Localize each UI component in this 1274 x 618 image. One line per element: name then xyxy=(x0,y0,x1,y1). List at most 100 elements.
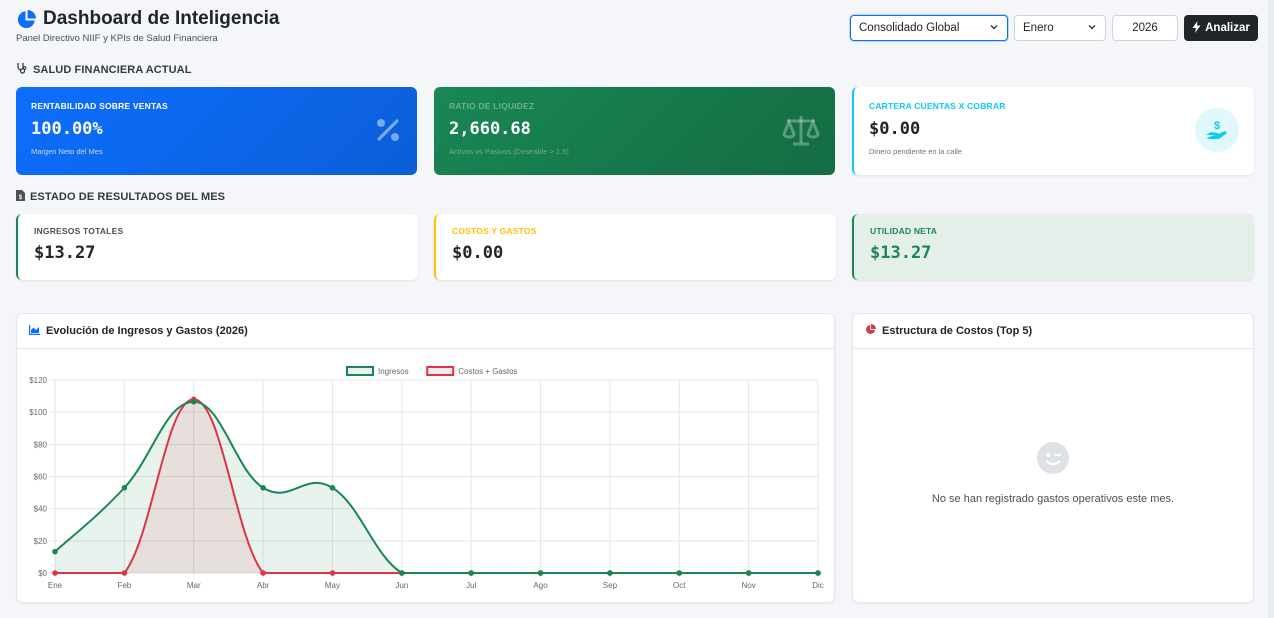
chevron-down-icon xyxy=(989,22,999,35)
costs-label: COSTOS Y GASTOS xyxy=(452,226,537,236)
y-tick-label: $0 xyxy=(38,569,47,578)
net-income-value: $13.27 xyxy=(870,243,932,263)
series-0-point xyxy=(607,570,613,576)
entity-select-value: Consolidado Global xyxy=(859,22,960,34)
evolution-card-header: Evolución de Ingresos y Gastos (2026) xyxy=(17,314,834,349)
legend-label: Ingresos xyxy=(378,367,409,376)
liquidity-label: RATIO DE LIQUIDEZ xyxy=(449,101,535,111)
percent-icon xyxy=(375,117,401,148)
series-0-point xyxy=(815,570,821,576)
svg-text:$: $ xyxy=(1214,120,1220,132)
legend-label: Costos + Gastos xyxy=(458,367,517,376)
income-label: INGRESOS TOTALES xyxy=(34,226,124,236)
x-tick-label: Feb xyxy=(117,581,131,590)
series-0-area xyxy=(55,401,818,573)
x-tick-label: Abr xyxy=(257,581,270,590)
entity-select[interactable]: Consolidado Global xyxy=(850,15,1008,41)
invoice-icon: $ xyxy=(16,190,25,204)
analyze-button-label: Analizar xyxy=(1205,22,1250,34)
page-subtitle: Panel Directivo NIIF y KPIs de Salud Fin… xyxy=(16,33,218,44)
series-0-point xyxy=(329,484,336,491)
series-1-point xyxy=(329,570,336,576)
series-1-point xyxy=(121,570,128,576)
x-tick-label: Jun xyxy=(395,581,408,590)
series-0-point xyxy=(52,548,58,555)
x-tick-label: Ago xyxy=(533,581,548,590)
x-tick-label: Ene xyxy=(48,581,63,590)
empty-state: No se han registrado gastos operativos e… xyxy=(853,442,1253,505)
page-header: Dashboard de Inteligencia Panel Directiv… xyxy=(16,8,1258,48)
series-0-point xyxy=(190,398,197,405)
x-tick-label: Oct xyxy=(673,581,686,590)
liquidity-subtext: Activos vs Pasivos (Deseable > 1.5) xyxy=(449,147,569,156)
evolution-line-chart: $0 $20 $40 $60 $80 $100 $120 Ene Feb Mar Abr May Jun… xyxy=(29,366,824,590)
profitability-card: RENTABILIDAD SOBRE VENTAS 100.00% Margen… xyxy=(16,87,417,175)
liquidity-value: 2,660.68 xyxy=(449,119,531,139)
cost-structure-card: Estructura de Costos (Top 5) No se han r… xyxy=(852,313,1254,603)
health-section-label: SALUD FINANCIERA ACTUAL xyxy=(33,63,192,76)
net-income-label: UTILIDAD NETA xyxy=(870,226,938,236)
receivables-label: CARTERA CUENTAS X COBRAR xyxy=(869,101,1006,111)
net-income-card: UTILIDAD NETA $13.27 xyxy=(852,214,1254,280)
income-value: $13.27 xyxy=(34,243,96,263)
profitability-subtext: Margen Neto del Mes xyxy=(31,147,103,156)
series-0-point xyxy=(260,484,266,491)
series-0-point xyxy=(399,570,405,576)
x-tick-label: Nov xyxy=(742,581,756,590)
y-tick-label: $100 xyxy=(29,408,47,417)
series-1-point xyxy=(52,570,58,576)
pie-chart-icon xyxy=(16,9,37,30)
x-tick-label: May xyxy=(325,581,340,590)
evolution-chart-card: Evolución de Ingresos y Gastos (2026) $0… xyxy=(16,313,835,603)
y-tick-label: $20 xyxy=(34,537,48,546)
y-tick-label: $80 xyxy=(34,440,48,449)
empty-state-text: No se han registrado gastos operativos e… xyxy=(931,493,1175,505)
analyze-button[interactable]: Analizar xyxy=(1184,15,1258,41)
costs-card: COSTOS Y GASTOS $0.00 xyxy=(434,214,836,280)
y-tick-label: $40 xyxy=(34,505,48,514)
receivables-subtext: Dinero pendiente en la calle xyxy=(869,147,962,156)
y-tick-label: $60 xyxy=(34,473,48,482)
legend-swatch xyxy=(426,366,455,376)
area-chart-icon xyxy=(29,324,40,338)
profitability-label: RENTABILIDAD SOBRE VENTAS xyxy=(31,101,168,111)
page-title: Dashboard de Inteligencia xyxy=(43,8,280,29)
costs-value: $0.00 xyxy=(452,243,504,263)
year-input[interactable] xyxy=(1112,15,1178,41)
series-0-point xyxy=(745,570,752,576)
series-0-point xyxy=(121,484,128,491)
receivables-value: $0.00 xyxy=(869,119,921,139)
series-0-point xyxy=(468,570,474,576)
receivables-card: CARTERA CUENTAS X COBRAR $0.00 Dinero pe… xyxy=(852,87,1254,175)
profitability-value: 100.00% xyxy=(31,119,103,139)
series-0-point xyxy=(676,570,683,576)
y-tick-label: $120 xyxy=(29,376,47,385)
income-card: INGRESOS TOTALES $13.27 xyxy=(16,214,418,280)
results-section-title: $ ESTADO DE RESULTADOS DEL MES xyxy=(16,190,225,204)
svg-text:$: $ xyxy=(19,195,23,201)
stethoscope-icon xyxy=(16,62,28,77)
x-tick-label: Mar xyxy=(187,581,201,590)
wink-face-icon xyxy=(1037,442,1069,478)
health-section-title: SALUD FINANCIERA ACTUAL xyxy=(16,62,192,77)
scrollbar-track[interactable] xyxy=(1268,0,1274,618)
x-tick-label: Dic xyxy=(812,581,824,590)
pie-chart-icon xyxy=(865,324,876,338)
x-tick-label: Sep xyxy=(603,581,618,590)
series-1-area xyxy=(55,399,818,573)
evolution-card-title: Evolución de Ingresos y Gastos (2026) xyxy=(46,325,248,337)
hand-holding-dollar-icon: $ xyxy=(1195,108,1239,152)
x-tick-label: Jul xyxy=(466,581,476,590)
month-select-value: Enero xyxy=(1023,22,1054,34)
series-0-point xyxy=(537,570,544,576)
results-section-label: ESTADO DE RESULTADOS DEL MES xyxy=(30,191,226,203)
cost-card-title: Estructura de Costos (Top 5) xyxy=(882,325,1033,337)
cost-card-header: Estructura de Costos (Top 5) xyxy=(853,314,1253,349)
month-select[interactable]: Enero xyxy=(1014,15,1106,41)
legend-swatch xyxy=(346,366,374,376)
bolt-icon xyxy=(1192,20,1201,36)
chevron-down-icon xyxy=(1087,22,1097,35)
series-1-point xyxy=(260,570,266,576)
liquidity-card: RATIO DE LIQUIDEZ 2,660.68 Activos vs Pa… xyxy=(434,87,835,175)
filter-controls: Consolidado Global Enero Analizar xyxy=(850,15,1258,41)
